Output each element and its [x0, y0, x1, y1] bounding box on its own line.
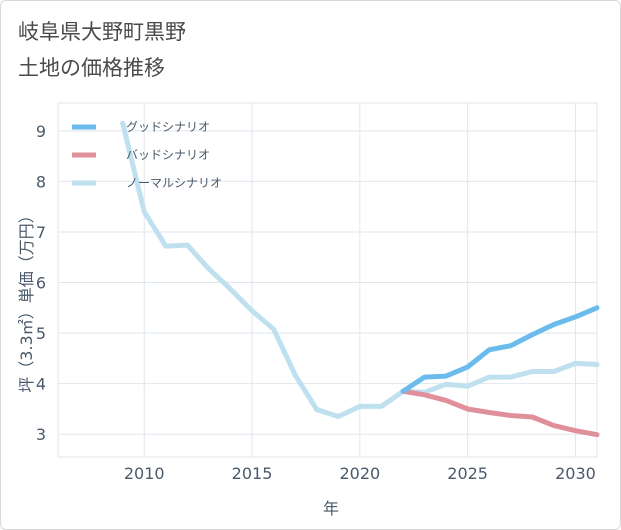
series-line	[400, 388, 600, 438]
y-tick-label: 9	[36, 122, 46, 141]
x-tick-label: 2015	[232, 464, 273, 483]
series-lines	[120, 120, 600, 438]
x-axis-label: 年	[323, 499, 339, 518]
y-tick-label: 4	[36, 375, 46, 394]
x-tick-label: 2030	[555, 464, 596, 483]
series-line	[400, 305, 600, 394]
y-tick-label: 7	[36, 223, 46, 242]
grid-lines	[58, 103, 597, 457]
y-axis-label: 坪（3.3㎡）単価（万円）	[17, 207, 36, 392]
x-tick-label: 2010	[124, 464, 165, 483]
legend-label: バッドシナリオ	[126, 148, 210, 162]
series-line	[120, 120, 600, 419]
plot-area	[57, 102, 598, 458]
legend-label: グッドシナリオ	[126, 120, 210, 134]
y-tick-label: 5	[36, 324, 46, 343]
chart-title: 岐阜県大野町黒野 土地の価格推移	[18, 20, 186, 80]
y-tick-label: 8	[36, 172, 46, 191]
x-tick-label: 2020	[339, 464, 380, 483]
axis-ticks: 2010 2015 2020 2025 2030 3 4 5 6 7 8 9	[36, 122, 596, 483]
y-tick-label: 3	[36, 425, 46, 444]
y-tick-label: 6	[36, 274, 46, 293]
x-tick-label: 2025	[447, 464, 488, 483]
legend-label: ノーマルシナリオ	[126, 176, 222, 190]
